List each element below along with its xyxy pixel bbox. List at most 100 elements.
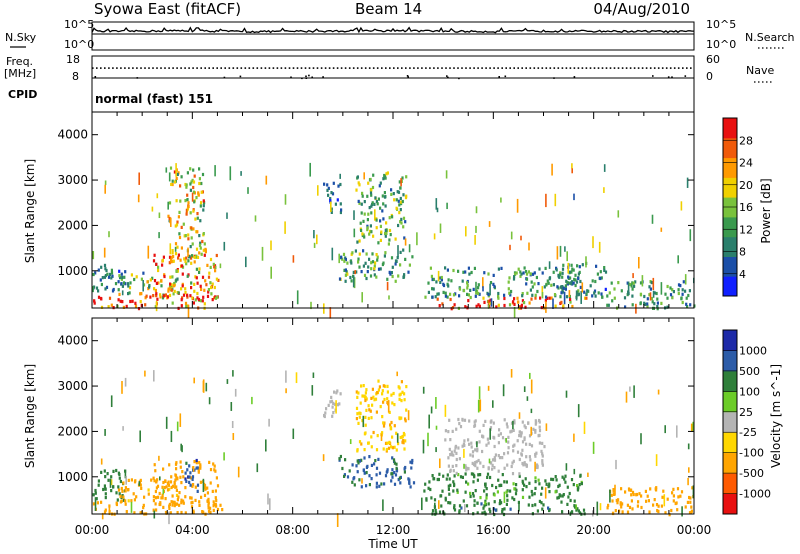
echo-cell (391, 265, 394, 269)
echo-streak (649, 292, 652, 301)
echo-cell (545, 283, 548, 287)
echo-cell (190, 501, 193, 505)
echo-cell (536, 465, 539, 470)
echo-cell (635, 492, 639, 497)
power-colorbar-tick-label: 20 (739, 179, 753, 192)
echo-streak (296, 290, 299, 305)
echo-cell (370, 435, 373, 439)
echo-cell (478, 292, 481, 296)
echo-cell (399, 200, 403, 204)
echo-cell (508, 291, 511, 295)
echo-streak (229, 166, 232, 181)
echo-cell (188, 475, 191, 479)
echo-cell (440, 494, 443, 498)
echo-cell (168, 506, 171, 510)
echo-cell (386, 397, 389, 401)
echo-cell (180, 304, 183, 308)
freq-point (100, 67, 102, 69)
echo-cell (369, 229, 372, 233)
echo-cell (498, 502, 501, 506)
echo-cell (177, 256, 180, 260)
echo-cell (381, 392, 384, 396)
echo-cell (133, 498, 136, 502)
echo-cell (639, 292, 642, 296)
echo-streak (446, 202, 448, 210)
echo-streak (477, 399, 480, 413)
echo-cell (340, 208, 343, 212)
echo-streak (187, 247, 189, 257)
echo-cell (211, 282, 214, 286)
echo-cell (676, 487, 680, 491)
echo-cell (195, 458, 198, 463)
echo-cell (214, 489, 217, 493)
echo-cell (179, 460, 182, 464)
range-tick-label: 2000 (57, 424, 88, 438)
echo-streak (437, 270, 440, 282)
echo-cell (362, 384, 365, 388)
echo-cell (375, 481, 378, 485)
echo-streak (573, 468, 576, 475)
echo-cell (123, 275, 126, 279)
echo-cell (596, 272, 599, 276)
echo-cell (215, 476, 218, 480)
echo-cell (649, 287, 652, 291)
echo-cell (566, 502, 569, 506)
echo-cell (170, 485, 173, 490)
echo-cell (404, 220, 407, 224)
echo-cell (440, 278, 443, 282)
echo-cell (187, 233, 190, 237)
echo-streak (687, 443, 690, 450)
freq-point (537, 67, 540, 69)
freq-point (513, 67, 515, 69)
echo-cell (100, 305, 104, 309)
echo-cell (576, 488, 580, 492)
echo-cell (196, 291, 199, 296)
echo-cell (399, 220, 402, 224)
echo-cell (386, 441, 389, 445)
echo-streak (551, 163, 553, 176)
echo-cell (358, 239, 361, 243)
echo-cell (197, 469, 200, 473)
echo-cell (687, 293, 690, 298)
echo-cell (461, 444, 464, 448)
echo-cell (331, 414, 334, 418)
echo-streak (165, 167, 168, 173)
echo-cell (459, 475, 463, 479)
echo-cell (534, 486, 537, 490)
echo-cell (191, 296, 194, 300)
echo-cell (358, 183, 361, 187)
echo-cell (384, 474, 388, 478)
echo-cell (127, 499, 130, 503)
echo-cell (196, 212, 199, 216)
echo-streak (487, 385, 490, 391)
echo-cell (442, 474, 445, 478)
freq-point (477, 67, 479, 69)
echo-streak (245, 256, 247, 268)
echo-cell (382, 261, 385, 265)
freq-point (192, 67, 194, 69)
echo-cell (499, 432, 502, 436)
echo-streak (463, 463, 465, 469)
echo-cell (472, 494, 475, 498)
echo-cell (100, 500, 103, 504)
freq-point (204, 67, 206, 69)
freq-point (144, 67, 146, 69)
echo-cell (366, 226, 369, 230)
echo-cell (534, 428, 537, 433)
echo-streak (125, 475, 127, 485)
echo-cell (133, 277, 136, 282)
echo-cell (209, 506, 212, 510)
echo-cell (211, 489, 214, 493)
echo-cell (393, 403, 396, 407)
echo-cell (491, 458, 495, 462)
echo-cell (397, 190, 401, 194)
echo-cell (424, 482, 427, 486)
range-tick-label: 1000 (57, 470, 88, 484)
echo-cell (611, 299, 614, 303)
echo-cell (372, 173, 375, 177)
echo-cell (639, 302, 642, 306)
echo-streak (681, 506, 683, 517)
echo-streak (503, 491, 506, 503)
echo-cell (186, 293, 189, 297)
echo-cell (507, 435, 510, 439)
